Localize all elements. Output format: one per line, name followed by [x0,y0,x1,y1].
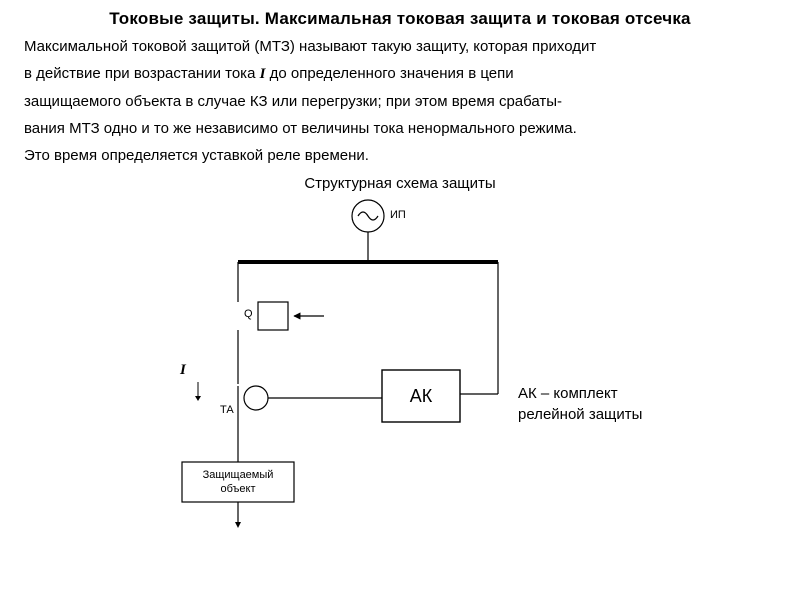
para-line1: Максимальной токовой защитой (МТЗ) назыв… [24,38,596,55]
svg-text:АК: АК [410,386,433,406]
label-source: ИП [390,209,406,221]
para-line5: Это время определяется уставкой реле вре… [24,147,369,164]
page-title: Токовые защиты. Максимальная токовая защ… [64,8,736,29]
para-line2-pre: в действие при возрастании тока [24,65,260,82]
label-ak-caption: АК – комплект релейной защиты [518,384,688,425]
label-q: Q [244,308,253,320]
diagram-subheading: Структурная схема защиты [24,175,776,192]
para-line4: вания МТЗ одно и то же независимо от вел… [24,120,577,137]
para-line2-post: до определенного значения в цепи [265,65,513,82]
svg-text:объект: объект [220,483,255,495]
label-ta: ТА [220,404,234,416]
para-line3: защищаемого объекта в случае КЗ или пере… [24,93,562,110]
protection-diagram: Защищаемый объект АК ИП Q ТА I АК – компле… [24,192,776,552]
svg-text:Защищаемый: Защищаемый [203,469,274,481]
paragraph: Максимальной токовой защитой (МТЗ) назыв… [24,33,776,169]
label-i: I [180,362,186,379]
